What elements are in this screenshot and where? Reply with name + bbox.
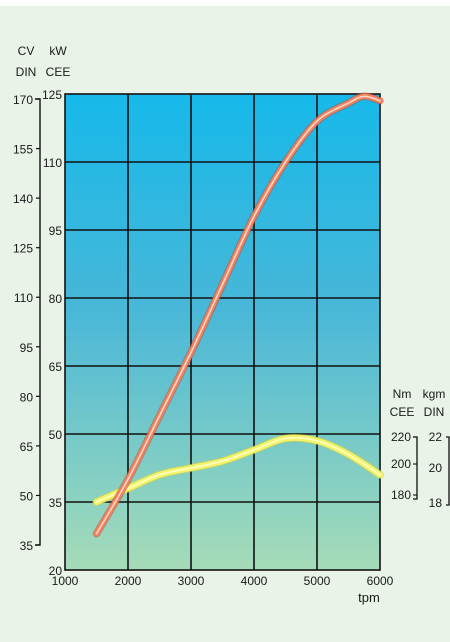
- cv-tick-label: 140: [13, 192, 33, 206]
- torque-curve-highlight: [95, 437, 381, 503]
- kw-tick-label: 110: [43, 156, 62, 170]
- x-tick-label: 4000: [241, 574, 268, 588]
- power-curve-highlight: [95, 95, 381, 535]
- kgm-axis-ticks: 22 20 18: [429, 430, 443, 510]
- cv-tick-label: 65: [20, 440, 34, 454]
- nm-axis-title-top: Nm: [393, 387, 412, 401]
- kgm-tick-label: 18: [429, 496, 443, 510]
- kw-tick-label: 95: [49, 224, 63, 238]
- nm-tick-label: 180: [391, 488, 411, 502]
- cv-axis-title-bottom: DIN: [16, 65, 37, 79]
- kw-tick-label: 80: [49, 292, 63, 306]
- nm-tick-label: 200: [391, 457, 411, 471]
- kw-axis-title-top: kW: [49, 44, 67, 58]
- cv-tick-label: 170: [13, 93, 33, 107]
- cv-axis-ticks: 170 155 140 125 110 95 80 65 50 35: [13, 93, 40, 553]
- cv-tick-label: 50: [20, 489, 34, 503]
- kgm-axis-title-bottom: DIN: [424, 405, 445, 419]
- curves: [92, 92, 384, 538]
- kw-tick-label: 50: [49, 428, 63, 442]
- x-tick-label: 1000: [52, 574, 79, 588]
- kw-axis-title-bottom: CEE: [46, 65, 71, 79]
- kw-tick-label: 20: [49, 564, 63, 578]
- cv-tick-label: 80: [20, 390, 34, 404]
- cv-tick-label: 35: [20, 539, 34, 553]
- nm-axis-title-bottom: CEE: [390, 405, 415, 419]
- kgm-tick-label: 22: [429, 430, 443, 444]
- kgm-tick-label: 20: [429, 461, 443, 475]
- kw-tick-label: 35: [49, 496, 63, 510]
- nm-tick-label: 220: [391, 430, 411, 444]
- kgm-axis-bracket: [446, 436, 450, 506]
- cv-axis-title-top: CV: [18, 44, 35, 58]
- kw-tick-label: 65: [49, 360, 63, 374]
- x-tick-label: 3000: [178, 574, 205, 588]
- x-tick-label: 5000: [304, 574, 331, 588]
- x-axis-ticks: 1000 2000 3000 4000 5000 6000: [52, 574, 394, 588]
- nm-axis-ticks: 220 200 180: [391, 430, 417, 502]
- cv-axis-bracket: [35, 98, 41, 546]
- x-tick-label: 6000: [367, 574, 394, 588]
- kgm-axis-title-top: kgm: [423, 387, 446, 401]
- kw-tick-label: 125: [42, 88, 62, 102]
- cv-tick-label: 155: [13, 143, 33, 157]
- cv-tick-label: 110: [14, 291, 33, 305]
- x-tick-label: 2000: [115, 574, 142, 588]
- cv-tick-label: 95: [20, 341, 34, 355]
- cv-tick-label: 125: [13, 242, 33, 256]
- x-axis-label: tpm: [358, 590, 380, 605]
- nm-axis-bracket: [413, 436, 418, 500]
- kw-axis-ticks: 125 110 95 80 65 50 35 20: [42, 88, 62, 578]
